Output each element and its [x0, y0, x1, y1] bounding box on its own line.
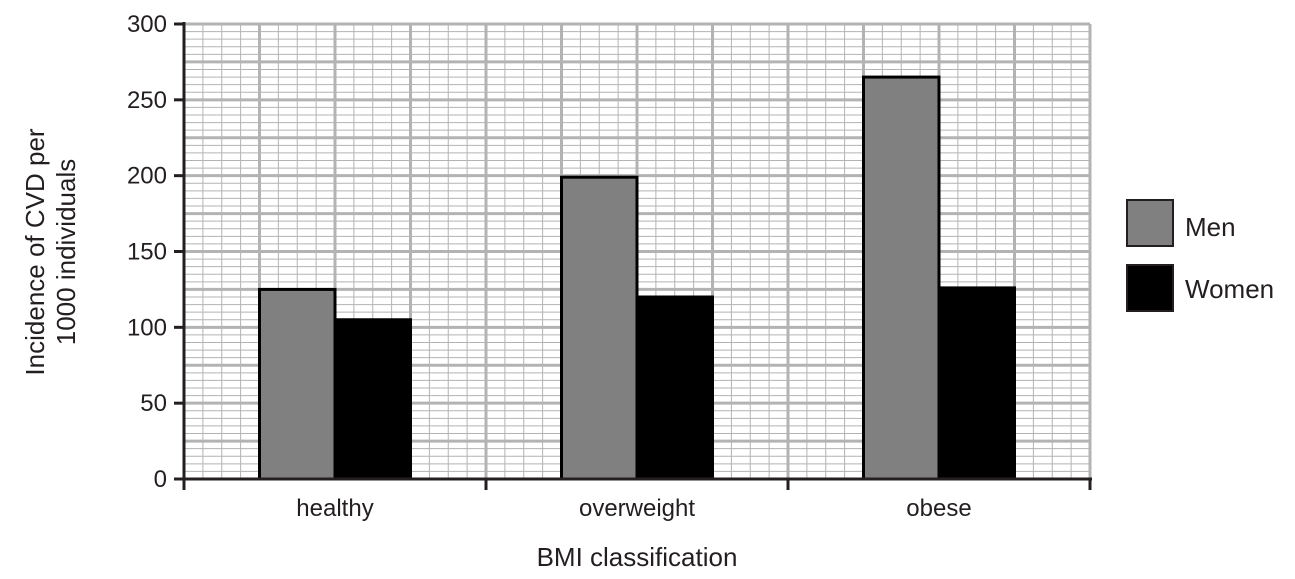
y-tick-label: 200	[127, 163, 167, 190]
x-tick-label-healthy: healthy	[296, 495, 373, 522]
bar-men-obese	[862, 75, 941, 481]
x-tick-label-overweight: overweight	[579, 495, 695, 522]
legend-swatch-men	[1126, 199, 1174, 247]
bar-men-overweight	[560, 175, 639, 481]
legend: Men Women	[1126, 199, 1274, 312]
legend-label-men: Men	[1185, 212, 1236, 242]
y-tick-label: 150	[127, 239, 167, 266]
axes	[174, 22, 1092, 490]
x-tick-label-obese: obese	[906, 495, 971, 522]
bar-men-healthy	[258, 287, 337, 481]
bar-women-healthy	[333, 318, 412, 481]
bar-women-overweight	[635, 295, 714, 481]
legend-label-women: Women	[1185, 274, 1274, 304]
y-tick-label: 100	[127, 314, 167, 341]
y-tick-label: 250	[127, 87, 167, 114]
y-axis-title-line-1: Incidence of CVD per	[20, 128, 50, 375]
bar-women-obese	[937, 286, 1016, 481]
legend-swatch-women	[1126, 264, 1174, 312]
tick-labels: 0 50 100 150 200 250 300 healthy overweight obese	[127, 11, 972, 522]
bars	[258, 75, 1016, 481]
y-tick-label: 50	[140, 390, 167, 417]
y-axis-title-line-2: 1000 individuals	[51, 159, 81, 345]
y-axis-title: Incidence of CVD per 1000 individuals	[20, 128, 81, 375]
x-axis-title: BMI classification	[537, 542, 738, 572]
y-tick-label: 0	[154, 466, 167, 493]
y-tick-label: 300	[127, 11, 167, 38]
